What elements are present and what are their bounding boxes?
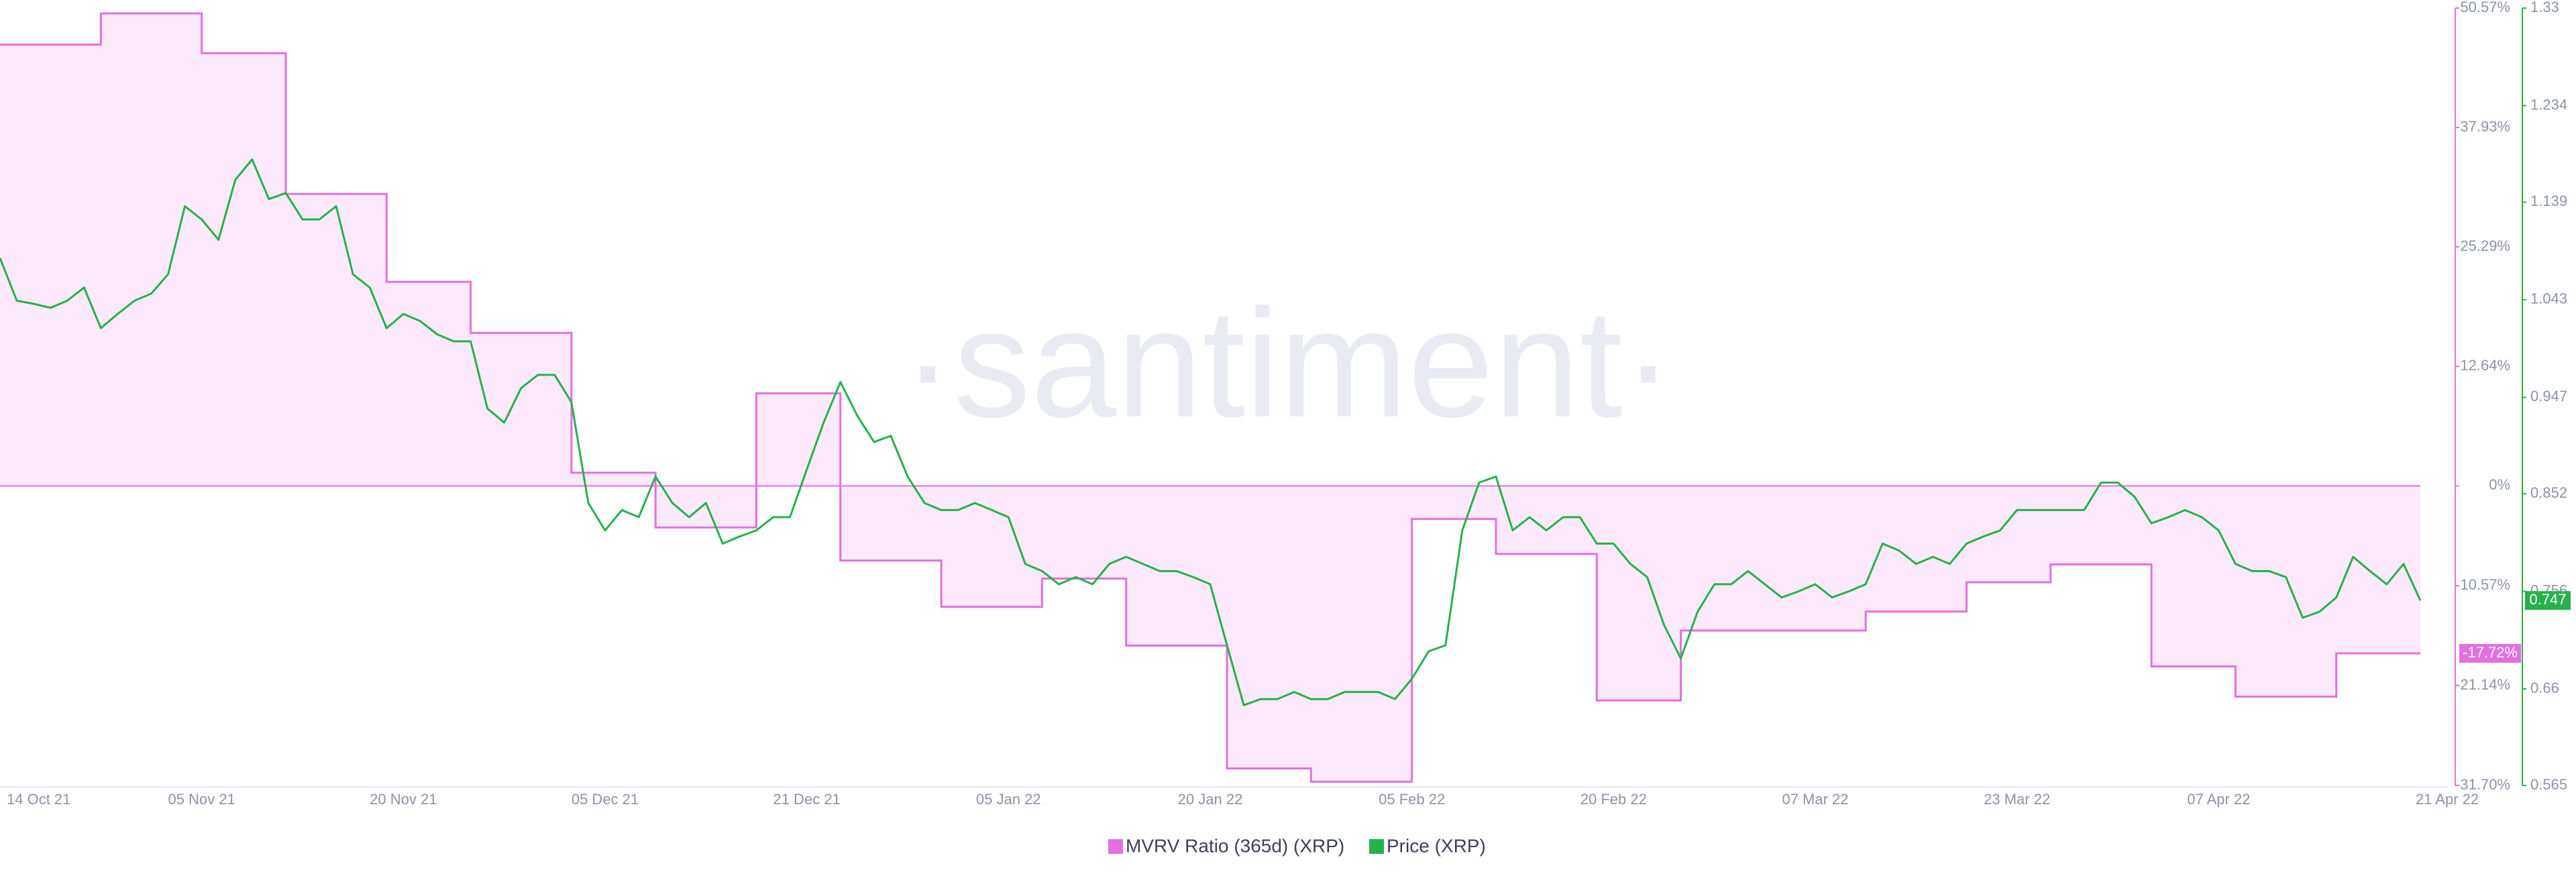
y2-tick-label: 1.043 — [2530, 290, 2567, 307]
x-tick-label: 05 Dec 21 — [572, 791, 639, 808]
y-tick-label: 0% — [2489, 476, 2510, 493]
y2-tick-label: 1.139 — [2530, 193, 2567, 209]
x-tick-label: 05 Feb 22 — [1379, 791, 1445, 808]
y2-tick-label: 0.565 — [2530, 776, 2567, 793]
x-tick-label: 07 Apr 22 — [2187, 791, 2250, 808]
y-tick-label: 12.64% — [2460, 357, 2510, 374]
value-badge-label: 0.747 — [2529, 591, 2566, 608]
x-tick-label: 21 Apr 22 — [2416, 791, 2479, 808]
y-tick-label: -10.57% — [2455, 576, 2510, 593]
value-badge-label: -17.72% — [2463, 644, 2518, 661]
y2-tick-label: 1.234 — [2530, 96, 2567, 113]
x-tick-label: 05 Nov 21 — [168, 791, 235, 808]
y2-tick-label: 0.852 — [2530, 484, 2567, 501]
x-tick-label: 20 Jan 22 — [1178, 791, 1243, 808]
watermark: ·santiment· — [902, 277, 1674, 449]
y2-tick-label: 0.947 — [2530, 388, 2567, 404]
x-tick-label: 20 Nov 21 — [370, 791, 437, 808]
y-tick-label: -31.70% — [2455, 776, 2510, 793]
value-badge — [2525, 591, 2571, 610]
y-tick-label: 25.29% — [2460, 237, 2510, 254]
x-tick-label: 05 Jan 22 — [976, 791, 1041, 808]
mvrv-area — [0, 13, 2420, 782]
legend-label: Price (XRP) — [1387, 835, 1486, 856]
value-badge — [2459, 644, 2521, 663]
legend-label: MVRV Ratio (365d) (XRP) — [1126, 835, 1344, 856]
x-tick-label: 14 Oct 21 — [7, 791, 70, 808]
mvrv-line — [0, 12, 2420, 783]
x-tick-label: 21 Dec 21 — [773, 791, 841, 808]
y-tick-label: -21.14% — [2455, 676, 2510, 693]
y2-tick-label: 0.66 — [2530, 679, 2559, 696]
y-tick-label: 50.57% — [2460, 0, 2510, 15]
x-tick-label: 20 Feb 22 — [1580, 791, 1647, 808]
x-tick-label: 07 Mar 22 — [1782, 791, 1848, 808]
x-tick-label: 23 Mar 22 — [1984, 791, 2050, 808]
legend-swatch — [1108, 839, 1123, 854]
price-line — [0, 158, 2422, 706]
y2-tick-label: 1.33 — [2530, 0, 2559, 15]
legend-swatch — [1369, 839, 1384, 854]
y-tick-label: 37.93% — [2460, 118, 2510, 135]
